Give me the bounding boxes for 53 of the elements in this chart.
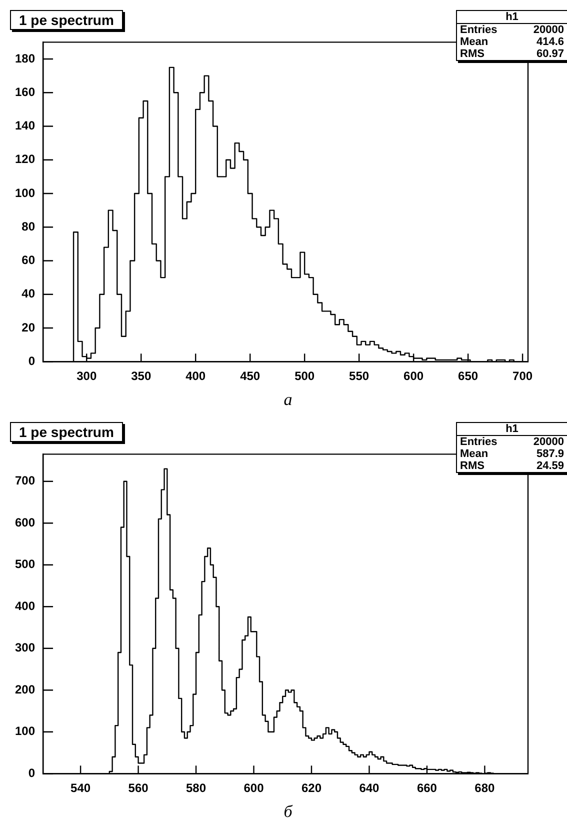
y-tick-label: 500 [14, 557, 36, 572]
y-tick-label: 160 [14, 84, 36, 99]
x-tick-label: 450 [240, 369, 260, 384]
y-tick-label: 20 [22, 320, 36, 334]
y-tick-label: 60 [22, 253, 36, 268]
y-tick-label: 140 [14, 118, 36, 133]
x-tick-label: 560 [128, 781, 149, 796]
annotation: Mean [460, 36, 488, 48]
x-tick-label: 550 [349, 369, 370, 384]
text: Entries [460, 436, 498, 448]
x-tick-label: 680 [474, 781, 496, 796]
x-tick-label: 500 [294, 369, 315, 384]
text: 20000 [533, 24, 564, 36]
text: h1 [457, 423, 567, 436]
y-tick-label: 40 [22, 286, 36, 301]
y-tick-label: 300 [14, 640, 36, 655]
x-tick-label: 300 [76, 369, 97, 384]
y-tick-label: 600 [14, 515, 36, 530]
text: 24.59 [536, 460, 564, 472]
x-tick-label: 660 [416, 781, 438, 796]
annotation: RMS [460, 460, 484, 472]
x-tick-label: 600 [244, 781, 264, 796]
text: 60.97 [536, 48, 564, 60]
y-tick-label: 0 [28, 766, 36, 780]
y-tick-label: 200 [14, 682, 36, 696]
x-tick-label: 580 [186, 781, 206, 796]
x-tick-label: 640 [359, 781, 380, 796]
y-tick-label: 0 [28, 354, 36, 368]
y-tick-label: 100 [14, 724, 36, 738]
text: 587.9 [536, 448, 564, 460]
y-tick-label: 100 [14, 186, 36, 200]
y-tick-label: 700 [14, 474, 36, 488]
y-tick-label: 80 [22, 219, 36, 234]
x-tick-label: 540 [70, 781, 91, 796]
x-tick-label: 400 [186, 369, 206, 384]
x-tick-label: 700 [512, 369, 533, 384]
x-tick-label: 600 [404, 369, 424, 384]
annotation: RMS [460, 48, 484, 60]
chart-title: 1 pe spectrum [10, 422, 123, 442]
text: 20000 [533, 436, 564, 448]
text: Entries [460, 24, 498, 36]
y-tick-label: 180 [14, 51, 36, 66]
x-tick-label: 620 [301, 781, 322, 796]
y-tick-label: 400 [14, 598, 36, 613]
x-tick-label: 350 [131, 369, 152, 384]
text: 414.6 [536, 36, 564, 48]
text: а [282, 390, 294, 410]
chart-title: 1 pe spectrum [10, 10, 123, 30]
text: h1 [457, 11, 567, 24]
x-tick-label: 650 [458, 369, 478, 384]
annotation: Mean [460, 448, 488, 460]
text: б [282, 802, 294, 822]
y-tick-label: 120 [14, 152, 36, 166]
